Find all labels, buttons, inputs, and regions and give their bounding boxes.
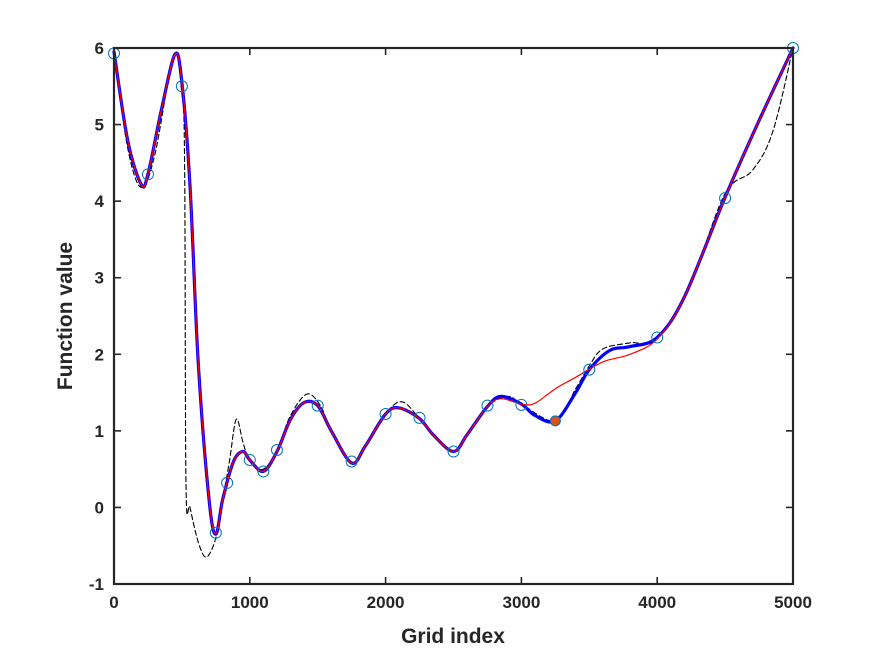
y-tick-label: 1 [95,422,104,441]
highlight-marker [549,415,561,427]
data-marker [413,411,426,424]
x-tick-label: 3000 [502,593,540,612]
data-marker [345,455,358,468]
y-tick-label: 2 [95,345,104,364]
x-tick-label: 2000 [367,593,405,612]
chart-axes [112,46,795,586]
data-marker [257,465,270,478]
y-tick-label: 6 [95,39,104,58]
x-tick-label: 0 [109,593,118,612]
data-marker [311,399,324,412]
series-line-dashed [113,47,794,558]
data-marker [481,399,494,412]
data-marker [583,363,596,376]
x-tick-label: 5000 [774,593,812,612]
plot-frame [112,46,795,586]
data-marker [175,80,188,93]
data-marker [141,168,154,181]
y-axis-label: Function value [54,242,77,390]
data-marker [447,445,460,458]
data-marker [270,444,283,456]
y-tick-label: 3 [95,269,104,288]
x-tick-label: 4000 [638,593,676,612]
y-tick-label: 0 [95,498,104,517]
data-marker [221,476,234,489]
chart-series-layer [112,46,795,558]
x-axis-label: Grid index [401,625,505,648]
series-line-blue [112,46,795,536]
x-tick-label: 1000 [231,593,269,612]
data-marker [209,526,222,539]
series-line-red [113,47,794,535]
data-marker [719,192,732,205]
data-marker [651,331,664,344]
data-marker [379,408,392,421]
y-tick-label: -1 [89,575,104,594]
chart-marker-layer [108,42,799,539]
chart-ticks: 0 1000 2000 3000 4000 5000 -1 0 1 2 3 4 5 6 [89,39,812,612]
data-marker [515,398,528,411]
data-marker [243,453,256,466]
y-tick-label: 4 [95,192,105,211]
y-tick-label: 5 [95,116,104,135]
